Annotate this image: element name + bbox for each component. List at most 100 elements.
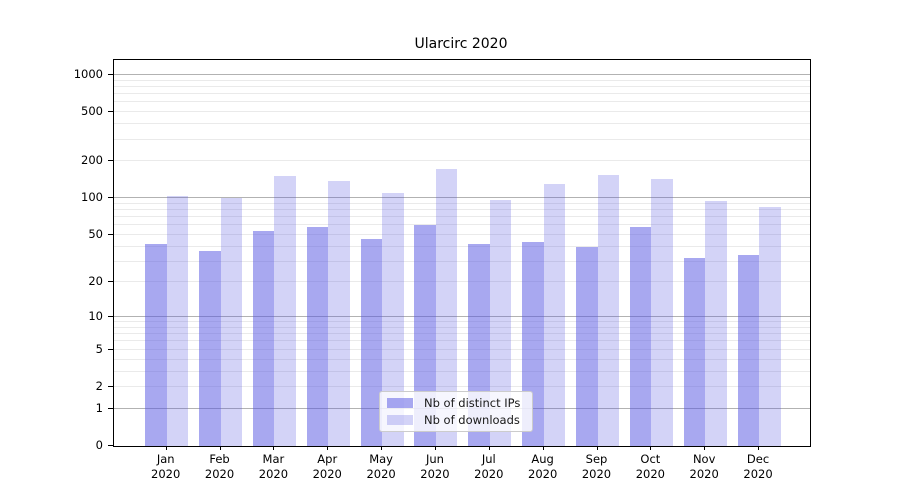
x-axis-year-label: 2020 (581, 467, 612, 481)
gridline-minor (114, 208, 810, 210)
x-axis-tick-label-mar: Mar 2020 (241, 452, 305, 482)
y-axis-tick (108, 233, 113, 235)
chart-title: Ularcirc 2020 (414, 36, 508, 52)
y-axis-tick (108, 316, 113, 318)
bar-downloads-oct (651, 179, 673, 446)
gridline-minor (114, 79, 810, 81)
x-axis-tick-label-jan: Jan 2020 (134, 452, 198, 482)
gridline-minor (114, 85, 810, 87)
x-axis-year-label: 2020 (258, 467, 289, 481)
bar-downloads-jun (435, 168, 458, 446)
x-axis-year-label: 2020 (635, 467, 665, 481)
bar-distinct-ips-nov (683, 258, 706, 446)
gridline-minor (114, 160, 810, 162)
bar-distinct-ips-mar (252, 230, 275, 446)
y-axis-tick-label: 1000 (73, 66, 103, 81)
x-axis-tick-label-feb: Feb 2020 (188, 452, 252, 482)
x-axis-tick (488, 446, 490, 450)
legend-label-distinct-ips: Nb of distinct IPs (424, 396, 521, 410)
x-axis-year-label: 2020 (151, 467, 181, 481)
legend-item-downloads: Nb of downloads (387, 413, 520, 427)
y-axis-tick-label: 500 (81, 104, 103, 119)
x-axis-tick-label-nov: Nov 2020 (672, 452, 736, 482)
bar-downloads-jul (489, 200, 512, 446)
x-axis-tick-label-jul: Jul 2020 (457, 452, 521, 482)
y-axis-tick-label: 10 (88, 309, 103, 324)
bar-distinct-ips-jun (414, 225, 436, 446)
gridline-minor (114, 123, 810, 125)
y-axis-tick (108, 445, 113, 446)
bar-distinct-ips-feb (199, 250, 221, 446)
x-axis-tick (219, 446, 221, 450)
gridline-major (114, 316, 810, 318)
bar-distinct-ips-oct (629, 227, 652, 446)
gridline-minor (114, 245, 810, 247)
x-axis-tick-label-apr: Apr 2020 (295, 452, 359, 482)
x-axis-tick (327, 446, 329, 450)
x-axis-tick-label-jun: Jun 2020 (403, 452, 467, 482)
plot-area (113, 59, 811, 447)
bar-downloads-feb (220, 198, 243, 446)
gridline-minor (114, 326, 810, 328)
gridline-minor (114, 202, 810, 204)
bar-downloads-nov (705, 201, 727, 446)
x-axis-tick-label-oct: Oct 2020 (618, 452, 682, 482)
gridline-minor (114, 224, 810, 226)
y-axis-tick-label: 2 (95, 378, 103, 393)
legend: Nb of distinct IPs Nb of downloads (379, 391, 534, 432)
gridline-major (114, 73, 810, 75)
x-axis-tick-label-sep: Sep 2020 (565, 452, 629, 482)
x-axis-tick (165, 446, 167, 450)
bar-distinct-ips-may (360, 239, 383, 446)
y-axis-tick (108, 281, 113, 283)
bar-downloads-may (382, 192, 404, 446)
x-axis-tick (650, 446, 652, 450)
gridline-minor (114, 138, 810, 140)
x-axis-tick-label-dec: Dec 2020 (726, 452, 790, 482)
gridline-minor (114, 370, 810, 372)
gridline-minor (114, 233, 810, 235)
x-axis-tick (542, 446, 544, 450)
x-axis-year-label: 2020 (420, 467, 450, 481)
y-axis-tick-label: 20 (88, 274, 103, 289)
y-axis-tick-label: 100 (81, 190, 103, 205)
y-axis-tick (108, 407, 113, 409)
gridline-minor (114, 385, 810, 387)
gridline-minor (114, 333, 810, 335)
y-axis-tick (108, 160, 113, 162)
gridline-minor (114, 260, 810, 262)
gridline-minor (114, 348, 810, 350)
bar-downloads-aug (543, 183, 566, 446)
y-axis-tick (108, 73, 113, 75)
x-axis-year-label: 2020 (743, 467, 773, 481)
gridline-minor (114, 93, 810, 95)
gridline-minor (114, 111, 810, 113)
x-axis-tick-label-may: May 2020 (349, 452, 413, 482)
gridline-minor (114, 281, 810, 283)
x-axis-year-label: 2020 (204, 467, 235, 481)
bar-downloads-dec (759, 206, 781, 446)
x-axis-tick (596, 446, 598, 450)
x-axis-year-label: 2020 (312, 467, 342, 481)
gridline-minor (114, 216, 810, 218)
x-axis-tick (704, 446, 706, 450)
x-axis-year-label: 2020 (474, 467, 504, 481)
bar-distinct-ips-sep (576, 246, 598, 446)
y-axis-tick-label: 1 (95, 400, 103, 415)
legend-item-distinct-ips: Nb of distinct IPs (387, 396, 520, 410)
gridline-minor (114, 321, 810, 323)
x-axis-tick (758, 446, 760, 450)
y-axis-tick (108, 197, 113, 199)
legend-label-downloads: Nb of downloads (424, 413, 520, 427)
legend-swatch-downloads-icon (387, 415, 413, 425)
y-axis-tick (108, 385, 113, 387)
legend-swatch-distinct-ips-icon (387, 398, 413, 408)
bar-distinct-ips-jan (145, 244, 167, 446)
y-axis-tick-label: 0 (95, 438, 103, 452)
bar-downloads-mar (274, 175, 296, 446)
y-axis-tick-label: 200 (81, 153, 103, 168)
x-axis-year-label: 2020 (366, 467, 396, 481)
x-axis-tick (434, 446, 436, 450)
bar-distinct-ips-apr (306, 227, 329, 446)
